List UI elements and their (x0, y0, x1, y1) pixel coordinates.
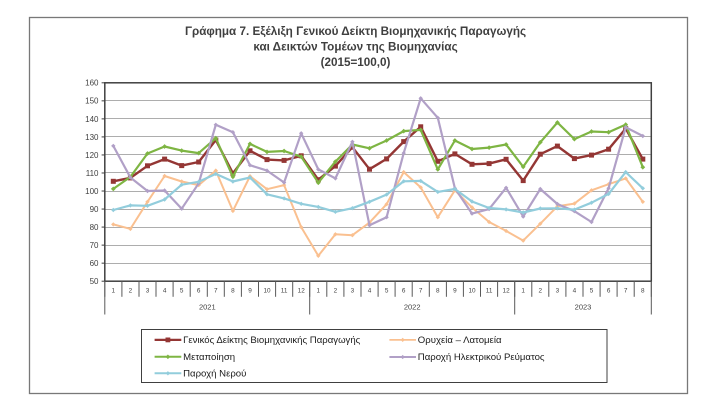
svg-text:Μεταποίηση: Μεταποίηση (183, 352, 235, 363)
svg-text:Γράφημα 7. Εξέλιξη Γενικού Δεί: Γράφημα 7. Εξέλιξη Γενικού Δείκτη Βιομηχ… (185, 25, 526, 38)
svg-text:2021: 2021 (199, 303, 216, 312)
svg-text:9: 9 (453, 288, 457, 295)
svg-text:10: 10 (263, 288, 271, 295)
svg-text:140: 140 (85, 115, 99, 124)
svg-text:8: 8 (436, 288, 440, 295)
svg-text:11: 11 (281, 288, 288, 295)
svg-text:Παροχή Νερού: Παροχή Νερού (183, 369, 246, 380)
svg-text:2022: 2022 (404, 303, 421, 312)
svg-text:100: 100 (85, 187, 99, 196)
svg-text:4: 4 (368, 288, 372, 295)
svg-text:150: 150 (85, 97, 99, 106)
svg-text:70: 70 (90, 241, 99, 250)
svg-text:8: 8 (641, 288, 645, 295)
svg-text:11: 11 (486, 288, 493, 295)
svg-text:Παροχή Ηλεκτρικού Ρεύματος: Παροχή Ηλεκτρικού Ρεύματος (418, 352, 545, 363)
svg-text:10: 10 (468, 288, 476, 295)
svg-text:2: 2 (334, 288, 338, 295)
svg-text:60: 60 (90, 259, 99, 268)
svg-text:3: 3 (351, 288, 355, 295)
svg-text:110: 110 (86, 169, 99, 178)
svg-text:6: 6 (197, 288, 201, 295)
svg-text:80: 80 (90, 223, 99, 232)
svg-text:1: 1 (112, 288, 116, 295)
svg-text:7: 7 (419, 288, 423, 295)
svg-text:7: 7 (214, 288, 218, 295)
svg-text:9: 9 (248, 288, 252, 295)
svg-text:4: 4 (573, 288, 577, 295)
svg-text:2: 2 (129, 288, 133, 295)
svg-text:6: 6 (607, 288, 611, 295)
svg-text:5: 5 (385, 288, 389, 295)
svg-text:50: 50 (90, 277, 99, 286)
svg-text:130: 130 (85, 133, 99, 142)
svg-text:6: 6 (402, 288, 406, 295)
svg-text:2023: 2023 (575, 303, 592, 312)
svg-text:1: 1 (317, 288, 321, 295)
svg-text:και Δεικτών Τομέων της Βιομηχα: και Δεικτών Τομέων της Βιομηχανίας (253, 40, 457, 53)
svg-text:4: 4 (163, 288, 167, 295)
svg-text:1: 1 (521, 288, 525, 295)
svg-text:(2015=100,0): (2015=100,0) (321, 56, 391, 69)
svg-text:Ορυχεία – Λατομεία: Ορυχεία – Λατομεία (418, 335, 502, 346)
svg-text:160: 160 (85, 79, 99, 88)
svg-text:12: 12 (298, 288, 306, 295)
svg-text:3: 3 (146, 288, 150, 295)
svg-text:Γενικός Δείκτης Βιομηχανικής Π: Γενικός Δείκτης Βιομηχανικής Παραγωγής (183, 335, 361, 346)
svg-text:90: 90 (90, 205, 99, 214)
svg-text:3: 3 (556, 288, 560, 295)
svg-text:5: 5 (590, 288, 594, 295)
svg-text:2: 2 (539, 288, 543, 295)
svg-text:8: 8 (231, 288, 235, 295)
svg-text:7: 7 (624, 288, 628, 295)
svg-text:12: 12 (503, 288, 511, 295)
svg-text:120: 120 (85, 151, 99, 160)
svg-text:5: 5 (180, 288, 184, 295)
